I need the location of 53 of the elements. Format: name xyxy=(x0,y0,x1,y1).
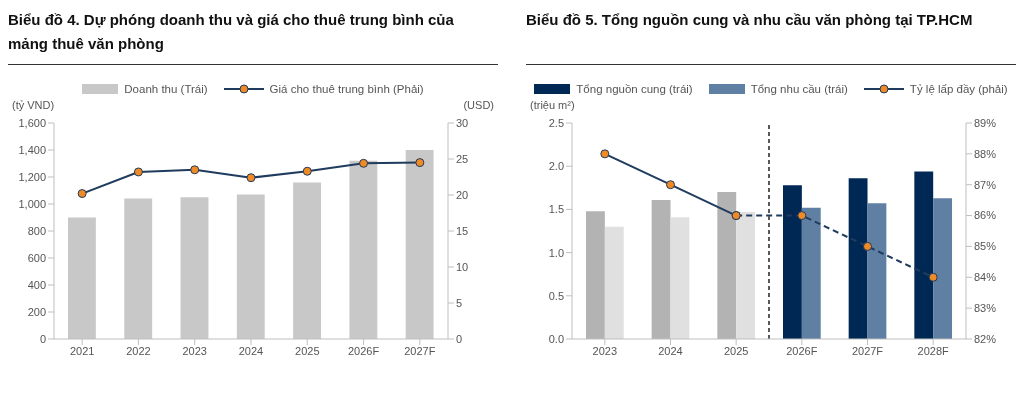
legend-label: Giá cho thuê trung bình (Phải) xyxy=(269,83,424,95)
y-tick-label: 2.0 xyxy=(548,160,564,173)
y-tick-label: 0.5 xyxy=(548,289,564,302)
x-tick-label: 2027F xyxy=(851,344,884,357)
x-tick-label: 2023 xyxy=(182,344,207,357)
y-tick-label: 0 xyxy=(39,332,46,345)
y2-tick-label: 86% xyxy=(974,209,997,222)
y2-tick-label: 85% xyxy=(974,240,997,253)
x-tick-label: 2022 xyxy=(126,344,151,357)
y2-tick-label: 83% xyxy=(974,302,997,315)
y-tick-label: 0.0 xyxy=(548,332,564,345)
legend-label: Tổng nguồn cung (trái) xyxy=(576,83,693,95)
x-tick-label: 2025 xyxy=(723,344,749,357)
y-tick-label: 1.0 xyxy=(548,246,564,259)
y2-tick-label: 30 xyxy=(456,116,469,129)
y-tick-label: 1,600 xyxy=(18,116,46,129)
y2-axis-title: (USD) xyxy=(463,99,494,113)
x-tick-label: 2027F xyxy=(404,344,436,357)
x-tick-label: 2026F xyxy=(347,344,380,357)
y-axis-title: (triệu m²) xyxy=(530,99,575,113)
y2-tick-label: 84% xyxy=(974,271,997,284)
y-tick-label: 2.5 xyxy=(548,116,564,129)
legend-label: Tỷ lệ lấp đầy (phải) xyxy=(909,83,1008,95)
x-tick-label: 2023 xyxy=(592,344,618,357)
y-tick-label: 1.5 xyxy=(548,203,564,216)
y2-tick-label: 20 xyxy=(456,188,469,201)
y-axis-title: (tỷ VND) xyxy=(12,99,55,113)
y2-tick-label: 10 xyxy=(456,260,469,273)
y-tick-label: 600 xyxy=(27,251,46,264)
y2-tick-label: 88% xyxy=(974,147,997,160)
y2-tick-label: 89% xyxy=(974,116,997,129)
y2-tick-label: 25 xyxy=(456,152,469,165)
y2-tick-label: 82% xyxy=(974,332,997,345)
chart-title: Biểu đồ 4. Dự phóng doanh thu và giá cho thuê trung bình của mảng thuê văn phòng xyxy=(8,10,455,54)
x-tick-label: 2026F xyxy=(786,344,818,357)
y2-tick-label: 87% xyxy=(974,178,997,191)
y-tick-label: 400 xyxy=(27,278,46,291)
y-tick-label: 200 xyxy=(27,305,46,318)
x-tick-label: 2025 xyxy=(295,344,320,357)
y-tick-label: 1,400 xyxy=(18,143,46,156)
x-tick-label: 2024 xyxy=(238,344,264,357)
y2-tick-label: 15 xyxy=(456,224,469,237)
y-tick-label: 800 xyxy=(27,224,46,237)
x-tick-label: 2028F xyxy=(917,344,950,357)
x-tick-label: 2024 xyxy=(658,344,683,357)
legend-label: Doanh thu (Trái) xyxy=(124,83,208,95)
x-tick-label: 2021 xyxy=(69,344,95,357)
y-tick-label: 1,200 xyxy=(18,170,46,183)
y-tick-label: 1,000 xyxy=(18,197,46,210)
y2-tick-label: 5 xyxy=(456,296,463,309)
legend-label: Tổng nhu cầu (trái) xyxy=(750,83,848,95)
chart-title: Biểu đồ 5. Tổng nguồn cung và nhu cầu văn phòng tại TP.HCM xyxy=(526,10,974,30)
y2-tick-label: 0 xyxy=(456,332,463,345)
